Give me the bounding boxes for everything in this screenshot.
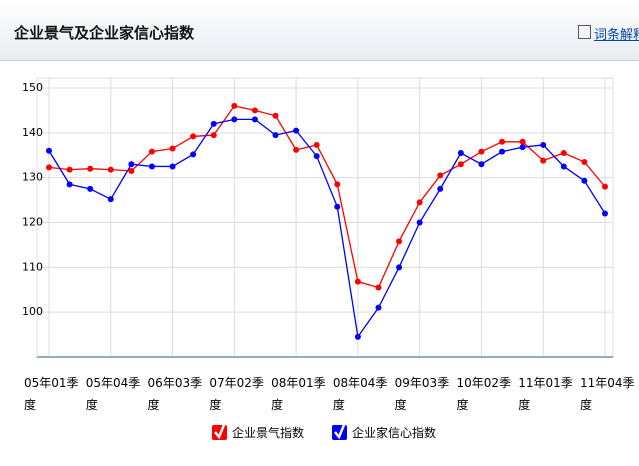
point xyxy=(602,183,608,190)
x-tick-label: 09年03季度 xyxy=(394,376,450,412)
title: 企业景气及企业家信心指数 xyxy=(14,24,195,42)
point xyxy=(602,210,608,217)
link-icon xyxy=(578,25,591,39)
point xyxy=(46,147,52,154)
point xyxy=(272,132,279,139)
point xyxy=(396,238,403,245)
x-tick-label: 11年04季度 xyxy=(580,376,635,412)
legend-icon[interactable] xyxy=(212,419,228,440)
point xyxy=(231,102,238,109)
y-tick-label: 150 xyxy=(22,81,43,94)
point xyxy=(313,141,320,148)
point xyxy=(251,116,258,123)
point xyxy=(354,278,361,285)
point xyxy=(437,185,444,192)
point xyxy=(354,333,361,340)
point xyxy=(478,148,485,155)
plot-frame xyxy=(36,77,614,358)
y-tick-label: 100 xyxy=(22,305,43,318)
point xyxy=(560,163,567,170)
point xyxy=(66,181,73,188)
point xyxy=(87,165,94,172)
point xyxy=(499,148,506,155)
x-tick-label: 07年02季度 xyxy=(209,376,264,412)
point xyxy=(293,127,300,134)
point xyxy=(210,120,217,127)
point xyxy=(478,161,485,168)
point xyxy=(437,172,444,179)
point xyxy=(334,203,341,210)
point xyxy=(107,196,114,203)
x-tick-label: 05年04季度 xyxy=(85,376,141,412)
legend-check xyxy=(214,419,228,440)
point xyxy=(313,153,320,160)
point xyxy=(581,158,588,165)
point xyxy=(293,146,300,153)
legend-label[interactable]: 企业景气指数 xyxy=(232,426,305,440)
y-tick-label: 120 xyxy=(22,216,43,229)
point xyxy=(169,163,176,170)
point xyxy=(107,166,114,173)
point xyxy=(334,181,341,188)
point xyxy=(375,284,382,291)
legend-icon[interactable] xyxy=(332,419,348,440)
y-tick-label: 130 xyxy=(22,171,43,184)
point xyxy=(87,185,94,192)
series-line xyxy=(48,118,606,339)
point xyxy=(148,148,155,155)
header: 企业景气及企业家信心指数 词条解释 xyxy=(0,0,639,61)
point xyxy=(581,177,588,184)
y-tick-label: 140 xyxy=(22,126,43,139)
point xyxy=(128,167,135,174)
legend-check xyxy=(334,419,348,440)
point xyxy=(251,107,258,114)
point xyxy=(375,304,382,311)
point xyxy=(190,133,197,140)
point xyxy=(231,116,238,123)
point xyxy=(396,264,403,271)
point xyxy=(416,219,423,226)
point xyxy=(519,144,526,151)
x-tick-label: 06年03季度 xyxy=(147,376,203,412)
y-tick-label: 110 xyxy=(22,260,43,273)
point xyxy=(148,163,155,170)
point xyxy=(457,150,464,157)
point xyxy=(210,132,217,139)
point xyxy=(540,157,547,164)
point xyxy=(66,166,73,173)
point xyxy=(457,161,464,168)
x-tick-label: 08年04季度 xyxy=(332,376,388,412)
x-tick-label: 05年01季度 xyxy=(24,376,79,412)
point xyxy=(190,151,197,158)
point xyxy=(560,150,567,157)
x-tick-label: 10年02季度 xyxy=(456,376,511,412)
point xyxy=(540,141,547,148)
link[interactable]: 词条解释 xyxy=(594,28,639,43)
point xyxy=(272,112,279,119)
point xyxy=(169,145,176,152)
legend-label[interactable]: 企业家信心指数 xyxy=(352,426,437,440)
point xyxy=(519,138,526,145)
x-tick-label: 08年01季度 xyxy=(271,376,326,412)
point xyxy=(128,161,135,168)
series-line xyxy=(48,105,606,289)
point xyxy=(416,199,423,206)
point xyxy=(46,164,52,171)
x-tick-label: 11年01季度 xyxy=(518,376,573,412)
point xyxy=(499,138,506,145)
